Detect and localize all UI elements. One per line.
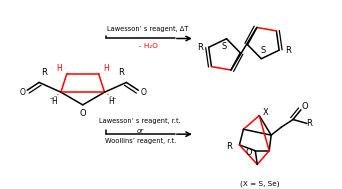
Text: H: H	[104, 64, 109, 73]
Text: Lawesson’ s reagent, ΔT: Lawesson’ s reagent, ΔT	[107, 26, 189, 32]
Text: S: S	[222, 42, 227, 51]
Text: O: O	[19, 88, 25, 97]
Text: (X = S, Se): (X = S, Se)	[239, 181, 279, 187]
Text: R: R	[227, 142, 233, 151]
Text: X: X	[262, 108, 268, 117]
Text: - H₂O: - H₂O	[139, 43, 158, 49]
Text: Woollins’ reagent, r.t.: Woollins’ reagent, r.t.	[105, 138, 176, 144]
Text: O: O	[302, 102, 308, 111]
Text: R: R	[306, 119, 312, 128]
Text: R: R	[118, 68, 124, 77]
Text: O: O	[245, 148, 252, 157]
Text: H: H	[56, 64, 62, 73]
Text: Lawesson’ s reagent, r.t.: Lawesson’ s reagent, r.t.	[100, 119, 181, 125]
Text: or: or	[137, 128, 144, 134]
Text: R: R	[41, 68, 47, 77]
Text: O: O	[79, 109, 86, 118]
Text: H: H	[109, 98, 114, 106]
Text: R: R	[285, 46, 291, 55]
Text: O: O	[140, 88, 146, 97]
Text: H: H	[51, 98, 57, 106]
Text: R: R	[197, 43, 203, 52]
Text: S: S	[261, 46, 266, 55]
